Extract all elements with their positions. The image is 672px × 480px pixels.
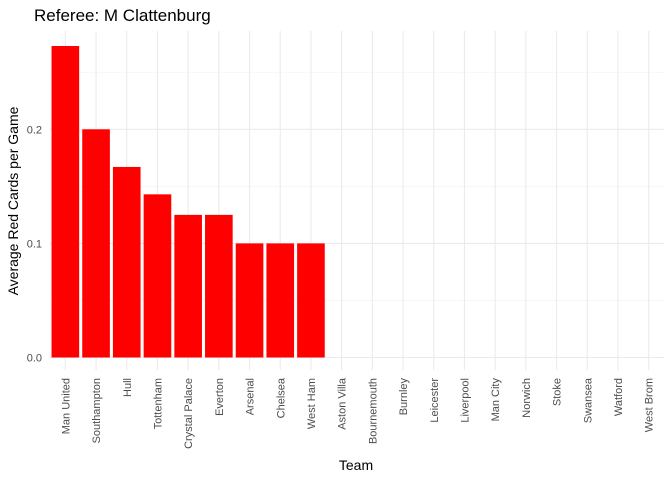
y-tick-label: 0.1 (27, 238, 42, 250)
x-tick-label: Burnley (398, 378, 410, 416)
y-axis-title: Average Red Cards per Game (5, 106, 21, 295)
x-tick-label: Hull (122, 378, 134, 397)
bars (51, 46, 325, 358)
bar-everton (205, 214, 233, 358)
x-tick-label: Southampton (91, 378, 103, 443)
y-tick-label: 0.0 (27, 353, 42, 365)
x-tick-label: Arsenal (245, 378, 257, 415)
x-tick-label: Bournemouth (367, 378, 379, 444)
x-tick-label: Aston Villa (337, 377, 349, 430)
x-tick-label: Everton (214, 378, 226, 416)
bar-chelsea (266, 243, 295, 358)
y-axis-ticks: 0.0 0.1 0.2 (27, 124, 42, 364)
x-tick-label: Norwich (521, 378, 533, 418)
gridlines (50, 31, 664, 370)
x-axis-ticks: Man United Southampton Hull Tottenham Crysta… (60, 377, 655, 449)
bar-tottenham (143, 194, 172, 358)
y-tick-label: 0.2 (27, 124, 42, 136)
x-tick-label: Man United (60, 378, 72, 434)
x-tick-label: Swansea (582, 377, 594, 423)
x-tick-label: Crystal Palace (183, 378, 195, 449)
x-tick-label: Stoke (552, 378, 564, 406)
x-tick-label: Liverpool (459, 378, 471, 423)
chart-title: Referee: M Clattenburg (34, 6, 211, 25)
x-tick-label: West Brom (644, 378, 656, 432)
x-tick-label: Tottenham (152, 378, 164, 429)
x-tick-label: Watford (613, 378, 625, 416)
x-tick-label: West Ham (306, 378, 318, 429)
bar-man-united (51, 46, 80, 358)
bar-arsenal (235, 243, 264, 358)
bar-southampton (82, 129, 110, 358)
bar-crystal-palace (174, 214, 202, 358)
x-axis-title: Team (339, 457, 373, 473)
x-tick-label: Leicester (429, 378, 441, 423)
bar-hull (112, 166, 141, 358)
x-tick-label: Chelsea (275, 377, 287, 418)
x-tick-label: Man City (490, 378, 502, 422)
bar-west-ham (297, 243, 325, 358)
